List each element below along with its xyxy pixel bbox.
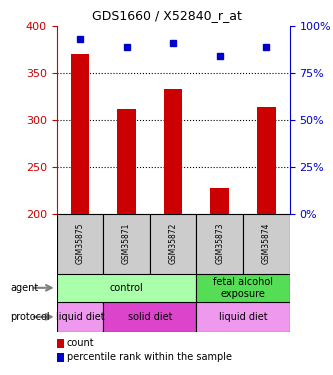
Bar xyxy=(117,109,136,214)
Text: GSM35873: GSM35873 xyxy=(215,223,224,264)
Bar xyxy=(196,302,290,332)
Bar xyxy=(57,302,103,332)
Bar xyxy=(243,214,290,274)
Text: fetal alcohol
exposure: fetal alcohol exposure xyxy=(213,277,273,298)
Bar xyxy=(210,188,229,214)
Text: control: control xyxy=(110,283,144,293)
Bar xyxy=(164,89,182,214)
Text: GSM35875: GSM35875 xyxy=(75,223,85,264)
Bar xyxy=(57,274,196,302)
Text: count: count xyxy=(67,338,94,348)
Text: percentile rank within the sample: percentile rank within the sample xyxy=(67,352,231,362)
Text: GDS1660 / X52840_r_at: GDS1660 / X52840_r_at xyxy=(92,9,241,22)
Text: protocol: protocol xyxy=(10,312,50,322)
Bar xyxy=(71,54,89,214)
Bar xyxy=(150,214,196,274)
Bar xyxy=(103,302,196,332)
Text: agent: agent xyxy=(10,283,38,293)
Bar xyxy=(257,107,276,214)
Text: liquid diet: liquid diet xyxy=(219,312,267,322)
Bar xyxy=(103,214,150,274)
Text: solid diet: solid diet xyxy=(128,312,172,322)
Text: GSM35872: GSM35872 xyxy=(168,223,178,264)
Bar xyxy=(196,214,243,274)
Text: GSM35874: GSM35874 xyxy=(262,223,271,264)
Text: GSM35871: GSM35871 xyxy=(122,223,131,264)
Bar xyxy=(196,274,290,302)
Bar xyxy=(57,214,103,274)
Text: liquid diet: liquid diet xyxy=(56,312,104,322)
